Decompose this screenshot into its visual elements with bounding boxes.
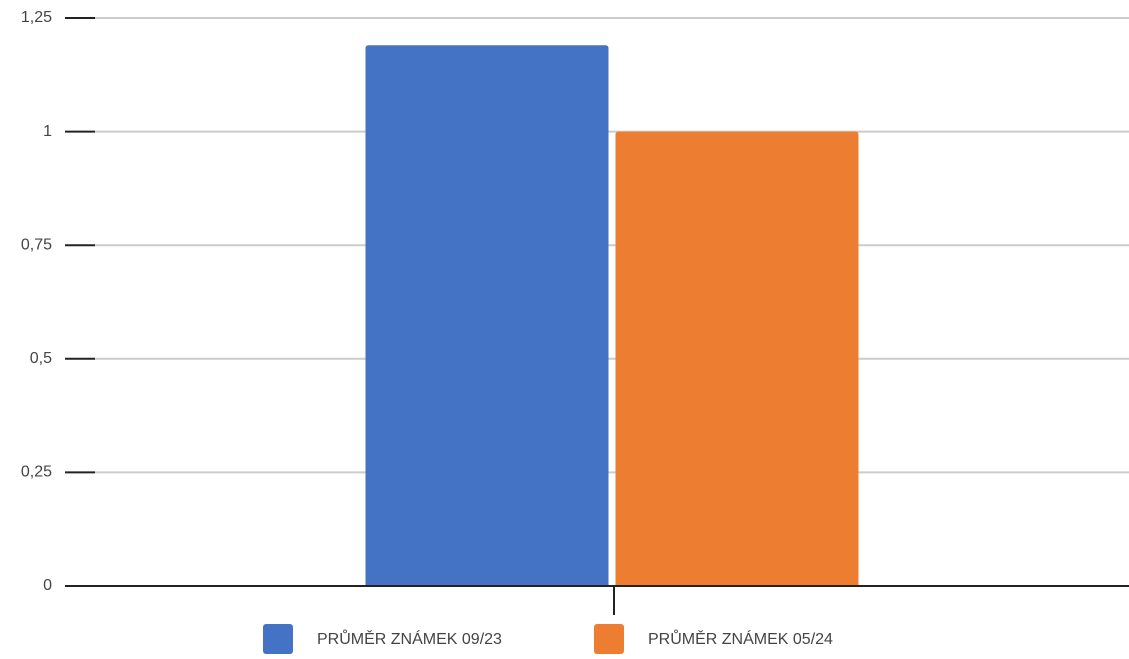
y-tick-label: 0,25 xyxy=(21,464,52,481)
legend-swatch xyxy=(263,624,293,654)
legend-label: PRŮMĚR ZNÁMEK 05/24 xyxy=(648,629,833,648)
legend-label: PRŮMĚR ZNÁMEK 09/23 xyxy=(317,629,502,648)
y-tick-label: 0,5 xyxy=(30,350,52,367)
y-tick-label: 0,75 xyxy=(21,236,52,253)
y-tick-label: 1 xyxy=(43,123,52,140)
bar xyxy=(365,45,609,587)
y-tick-label: 0 xyxy=(43,577,52,594)
bar xyxy=(615,131,859,586)
legend-swatch xyxy=(594,624,624,654)
y-tick-label: 1,25 xyxy=(21,9,52,26)
